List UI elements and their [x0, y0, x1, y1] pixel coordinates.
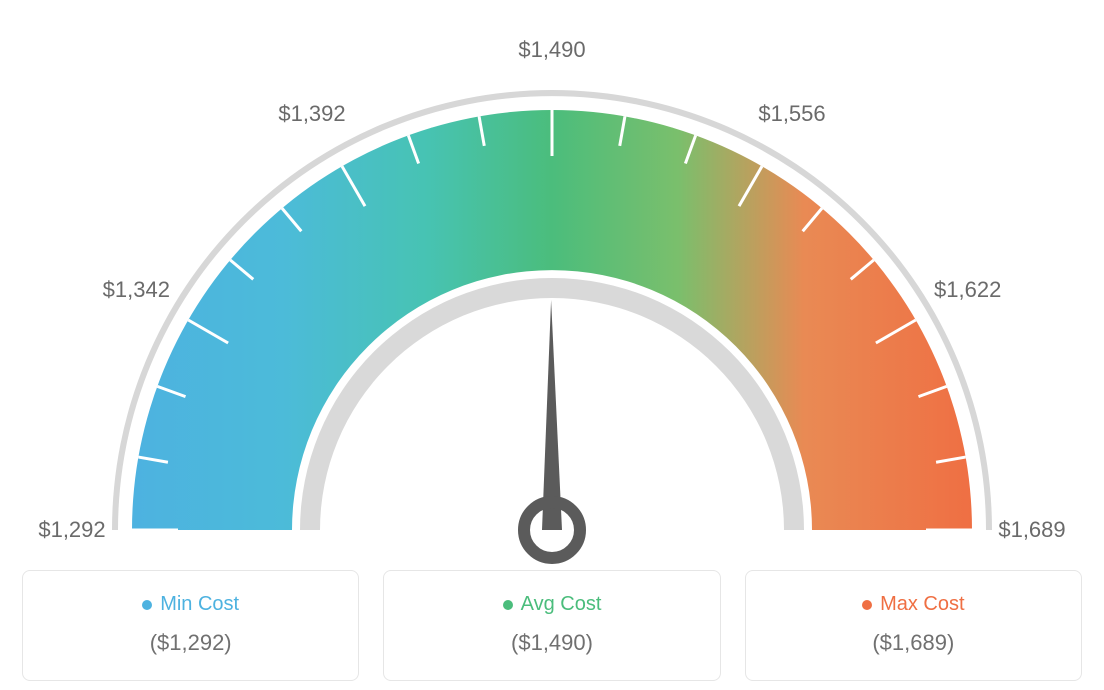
max-cost-value: ($1,689): [756, 630, 1071, 656]
avg-cost-dot-icon: [503, 600, 513, 610]
max-cost-dot-icon: [862, 600, 872, 610]
avg-cost-value: ($1,490): [394, 630, 709, 656]
gauge-tick-label: $1,490: [518, 37, 585, 63]
max-cost-label: Max Cost: [880, 593, 964, 616]
min-cost-title: Min Cost: [33, 593, 348, 616]
gauge-tick-label: $1,622: [934, 277, 1001, 303]
cost-gauge: $1,292 $1,342 $1,392 $1,490 $1,556 $1,622 $1,6…: [22, 30, 1082, 570]
min-cost-card: Min Cost ($1,292): [22, 570, 359, 681]
avg-cost-label: Avg Cost: [521, 593, 602, 616]
gauge-tick-label: $1,556: [758, 101, 825, 127]
gauge-tick-label: $1,292: [38, 517, 105, 543]
min-cost-value: ($1,292): [33, 630, 348, 656]
gauge-tick-label: $1,392: [278, 101, 345, 127]
avg-cost-title: Avg Cost: [394, 593, 709, 616]
max-cost-card: Max Cost ($1,689): [745, 570, 1082, 681]
min-cost-label: Min Cost: [160, 593, 239, 616]
min-cost-dot-icon: [142, 600, 152, 610]
avg-cost-card: Avg Cost ($1,490): [383, 570, 720, 681]
gauge-tick-label: $1,342: [103, 277, 170, 303]
summary-cards: Min Cost ($1,292) Avg Cost ($1,490) Max …: [22, 570, 1082, 681]
max-cost-title: Max Cost: [756, 593, 1071, 616]
gauge-svg: [22, 30, 1082, 570]
gauge-tick-label: $1,689: [998, 517, 1065, 543]
